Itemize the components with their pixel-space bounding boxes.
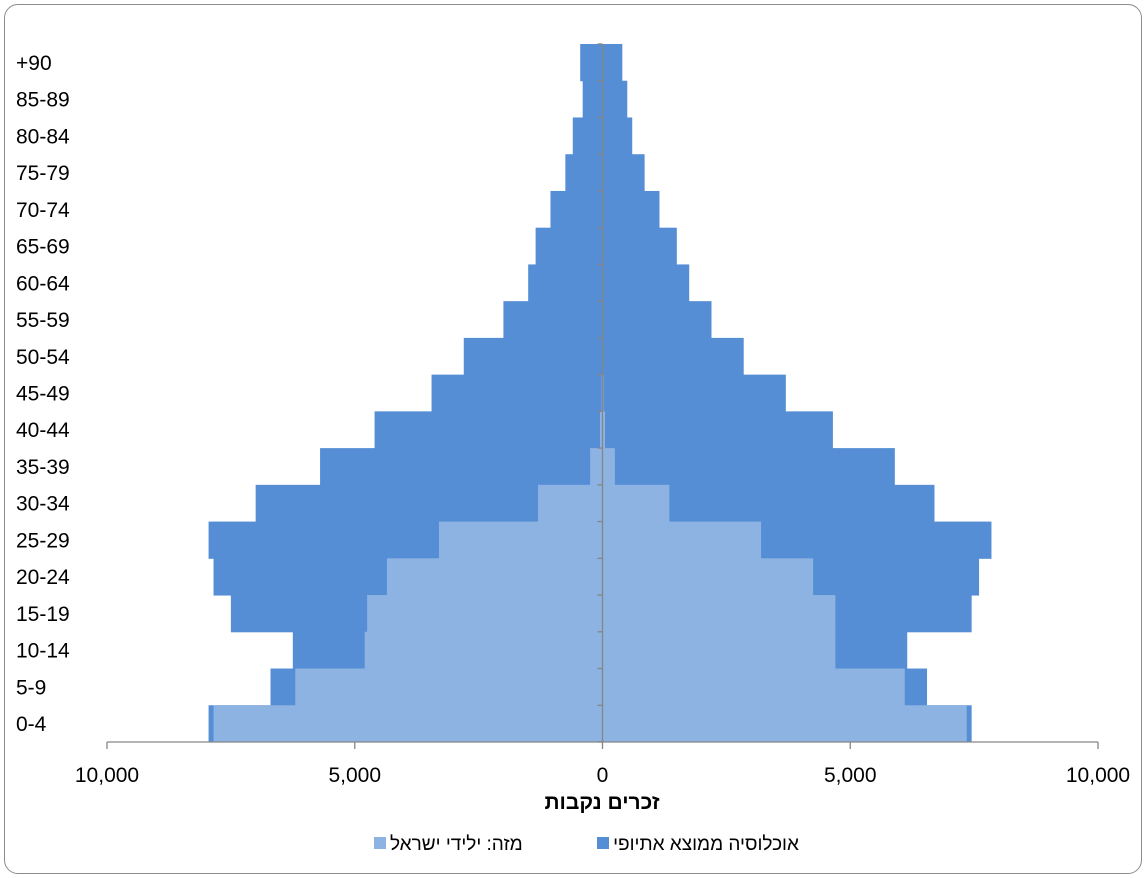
x-tick-label: 5,000: [328, 764, 381, 787]
age-label-30-34: 30-34: [16, 493, 70, 516]
x-tick-labels: 10,000 5,000 0 5,000 10,000: [75, 764, 1130, 787]
bar-total-right-80-84: [602, 117, 633, 155]
age-group-labels: 0-4 5-9 10-14 15-19 20-24 25-29 30-34 35-39 40-4…: [16, 52, 70, 736]
bar-subset-right-10-14: [602, 631, 836, 670]
bar-total-left-75-79: [565, 154, 603, 192]
bar-total-right-45-49: [602, 374, 786, 412]
age-label-25-29: 25-29: [16, 529, 70, 552]
bar-total-right-40-44: [602, 411, 833, 449]
bar-subset-left-25-29: [438, 521, 603, 559]
axes: [106, 43, 1099, 749]
age-label-75-79: 75-79: [16, 162, 70, 185]
bar-total-left-35-39: [320, 448, 603, 486]
bar-total-left-50-54: [463, 337, 603, 376]
age-label-5-9: 5-9: [16, 676, 46, 699]
bar-subset-right-15-19: [602, 595, 836, 633]
bar-total-left-60-64: [528, 264, 603, 302]
bar-total-right-60-64: [602, 264, 690, 302]
bar-subset-left-10-14: [364, 631, 603, 670]
bar-subset-left-40-44: [600, 411, 603, 449]
bar-total-left-45-49: [431, 374, 603, 412]
x-axis-label: זכרים נקבות: [544, 791, 659, 814]
bar-subset-right-25-29: [602, 521, 762, 559]
bar-subset-right-20-24: [602, 558, 814, 596]
bar-subset-left-35-39: [590, 448, 603, 486]
bar-subset-right-0-4: [602, 705, 967, 743]
bar-total-left-+90: [580, 44, 603, 82]
age-label-20-24: 20-24: [16, 566, 70, 589]
x-tick-label: 10,000: [1066, 764, 1130, 787]
bar-subset-right-5-9: [602, 668, 905, 706]
age-label-10-14: 10-14: [16, 640, 70, 663]
age-label-45-49: 45-49: [16, 383, 70, 406]
age-label-60-64: 60-64: [16, 272, 70, 295]
age-label-65-69: 65-69: [16, 236, 70, 259]
age-label-40-44: 40-44: [16, 419, 70, 442]
bar-total-right-35-39: [602, 448, 895, 486]
age-label-35-39: 35-39: [16, 456, 70, 479]
bar-total-left-55-59: [503, 301, 603, 339]
bar-total-right-70-74: [602, 190, 660, 229]
legend-swatch-total: [597, 837, 609, 849]
legend: אוכלוסיה ממוצא אתיופי מזה: ילידי ישראל: [374, 834, 799, 855]
x-tick-label: 0: [597, 764, 609, 787]
age-label-85-89: 85-89: [16, 89, 70, 112]
x-tick-label: 5,000: [824, 764, 877, 787]
bar-total-right-85-89: [602, 80, 628, 118]
bar-total-right-65-69: [602, 227, 677, 265]
bar-total-left-65-69: [535, 227, 603, 265]
age-label-0-4: 0-4: [16, 713, 47, 736]
bar-subset-right-40-44: [602, 411, 605, 449]
age-label-80-84: 80-84: [16, 125, 70, 148]
x-tick-label: 10,000: [75, 764, 139, 787]
bar-subset-right-30-34: [602, 484, 670, 523]
series-subset-bars: [213, 301, 967, 743]
bar-subset-right-35-39: [602, 448, 615, 486]
bar-total-left-85-89: [582, 80, 603, 118]
age-label-55-59: 55-59: [16, 309, 70, 332]
bar-total-right-75-79: [602, 154, 645, 192]
age-label-15-19: 15-19: [16, 603, 70, 626]
bar-total-left-40-44: [374, 411, 603, 449]
bar-total-right-55-59: [602, 301, 712, 339]
bar-subset-left-15-19: [367, 595, 603, 633]
age-label-+90: +90: [16, 52, 52, 75]
legend-label-total: אוכלוסיה ממוצא אתיופי: [613, 834, 799, 855]
bar-total-right-50-54: [602, 337, 744, 376]
bar-subset-left-20-24: [386, 558, 603, 596]
legend-label-subset: מזה: ילידי ישראל: [390, 834, 523, 855]
age-label-50-54: 50-54: [16, 346, 70, 369]
bar-total-left-70-74: [550, 190, 603, 229]
bar-total-right-+90: [602, 44, 623, 82]
bar-subset-left-0-4: [213, 705, 603, 743]
bar-subset-left-30-34: [538, 484, 603, 523]
bar-subset-left-5-9: [295, 668, 603, 706]
age-label-70-74: 70-74: [16, 199, 70, 222]
bar-total-left-80-84: [572, 117, 603, 155]
legend-swatch-subset: [374, 837, 386, 849]
